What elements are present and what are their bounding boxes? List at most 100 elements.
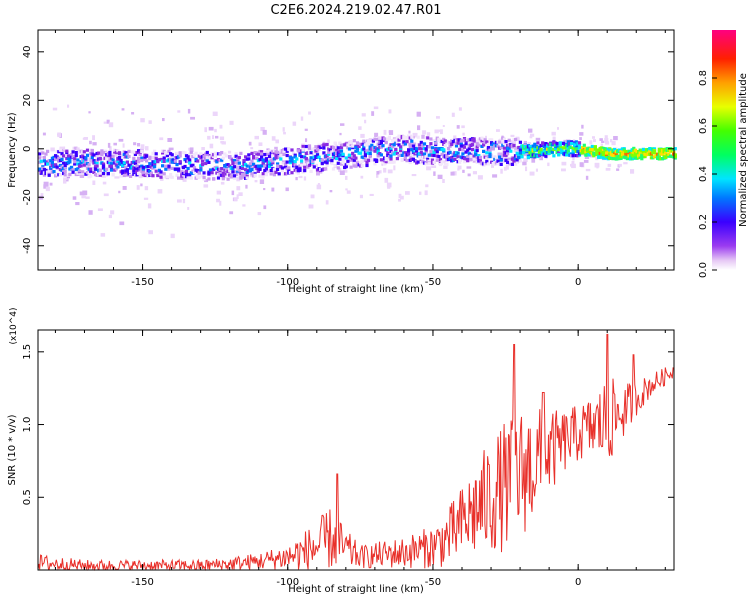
spectrogram-cell (279, 157, 283, 161)
spectrogram-cell (474, 153, 478, 157)
spectrogram-cell (159, 170, 163, 174)
spectrogram-cell (254, 180, 258, 183)
spectrogram-cell (248, 141, 252, 146)
spectrogram-cell (387, 169, 393, 174)
spectrogram-cell (374, 132, 379, 137)
spectrogram-cell (371, 111, 375, 116)
spectrogram-cell (579, 132, 584, 136)
spectrogram-cell (592, 136, 595, 139)
spectrogram-cell (450, 171, 455, 176)
spectrogram-cell (298, 167, 302, 171)
spectrogram-cell (156, 173, 160, 178)
spectrogram-cell (79, 191, 85, 196)
spectrogram-cell (62, 161, 66, 165)
spectrogram-cell (386, 151, 390, 155)
spectrogram-cell (319, 170, 323, 174)
spectrogram-cell (664, 147, 668, 151)
spectrogram-cell (622, 151, 626, 155)
spectrogram-cell (162, 172, 166, 176)
spectrogram-cell (402, 135, 406, 139)
colorbar-tick-label: 0.8 (698, 70, 709, 86)
spectrogram-cell (503, 166, 507, 171)
spectrogram-cell (258, 158, 262, 162)
spectrogram-cell (95, 161, 99, 165)
spectrogram-cell (464, 142, 468, 146)
spectrogram-cell (416, 111, 421, 117)
spectrogram-cell (140, 167, 144, 171)
spectrogram-cell (517, 145, 521, 150)
spectrogram-cell (399, 145, 403, 149)
spectrogram-cell (98, 171, 102, 175)
spectrogram-cell (276, 162, 280, 166)
spectrogram-cell (205, 153, 209, 157)
spectrogram-cell (367, 158, 371, 163)
spectrogram-cell (392, 143, 396, 147)
spectrogram-cell (119, 158, 123, 163)
spectrogram-cell (595, 148, 599, 152)
spectrogram-cell (630, 169, 635, 174)
spectrogram-cell (224, 167, 229, 171)
spectrogram-cell (387, 136, 391, 140)
spectrogram-cell (395, 140, 399, 144)
spectrogram-cell (208, 168, 213, 172)
spectrogram-cell (638, 155, 642, 159)
spectrogram-cell (320, 160, 324, 164)
x-tick-label: -150 (131, 277, 154, 288)
spectrogram-cell (234, 154, 238, 158)
spectrogram-cell (161, 164, 165, 168)
spectrogram-cell (630, 153, 634, 157)
spectrogram-cell (303, 176, 307, 181)
spectrogram-cell (108, 150, 112, 155)
spectrogram-cell (605, 141, 610, 145)
spectrogram-cell (330, 161, 334, 166)
spectrogram-cell (108, 214, 112, 219)
spectrogram-cell (245, 164, 249, 168)
spectrogram-cell (424, 190, 428, 196)
spectrogram-cell (141, 165, 145, 169)
spectrogram-cell (363, 158, 367, 162)
spectrogram-cell (140, 144, 145, 150)
spectrogram-cell (188, 158, 192, 162)
spectrogram-cell (119, 174, 123, 178)
spectrogram-cell (416, 160, 420, 164)
spectrogram-cell (213, 166, 217, 170)
spectrogram-cell (82, 150, 86, 154)
spectrogram-cell (272, 173, 276, 177)
spectrogram-cell (89, 140, 92, 145)
spectrogram-cell (148, 120, 152, 124)
spectrogram-cell (606, 150, 610, 154)
spectrogram-cell (383, 129, 387, 135)
spectrogram-cell (180, 176, 184, 180)
spectrogram-cell (205, 150, 209, 155)
spectrogram-cell (367, 142, 371, 146)
spectrogram-cell (339, 170, 345, 175)
spectrogram-cell (132, 172, 136, 176)
spectrogram-cell (73, 160, 77, 164)
spectrogram-cell (568, 145, 572, 149)
spectrogram-cell (214, 128, 217, 133)
spectrogram-cell (272, 167, 276, 171)
spectrogram-cell (537, 145, 542, 149)
spectrogram-cell (379, 153, 383, 157)
figure-title: C2E6.2024.219.02.47.R01 (270, 3, 441, 18)
spectrogram-cell (327, 139, 330, 143)
spectrogram-cell (314, 149, 318, 153)
spectrogram-cell (42, 132, 46, 136)
spectrogram-cell (116, 159, 120, 163)
spectrogram-cell (262, 129, 267, 135)
spectrogram-cell (84, 156, 88, 160)
spectrogram-cell (472, 159, 478, 163)
spectrogram-cell (60, 147, 65, 152)
spectrogram-cell (566, 149, 570, 153)
spectrogram-cell (514, 162, 518, 166)
spectrogram-cell (456, 141, 460, 145)
spectrogram-cell (360, 175, 364, 179)
spectrogram-cell (242, 204, 246, 207)
spectrogram-cell (114, 167, 118, 171)
y-tick-label: 1.0 (22, 417, 33, 433)
spectrogram-cell (205, 156, 209, 160)
spectrogram-cell (571, 160, 575, 166)
spectrogram-cell (88, 111, 91, 114)
spectrogram-cell (260, 152, 264, 156)
spectrogram-cell (290, 156, 294, 160)
